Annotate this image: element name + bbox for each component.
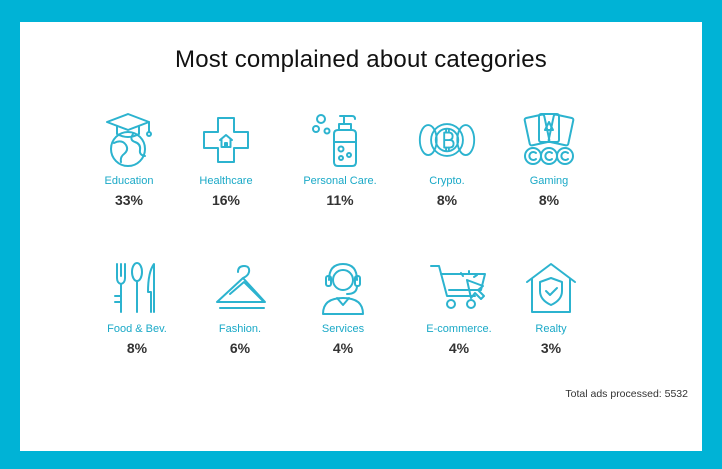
category-label: Healthcare	[199, 175, 253, 187]
category-food-bev: Food & Bev. 8%	[82, 258, 192, 356]
shopping-cart-icon	[430, 265, 486, 309]
category-fashion: Fashion. 6%	[185, 258, 295, 356]
category-label: E-commerce.	[426, 323, 492, 335]
category-label: Personal Care.	[303, 175, 377, 187]
category-crypto: Crypto. 8%	[392, 110, 502, 208]
category-label: Realty	[535, 323, 567, 335]
category-label: Food & Bev.	[107, 323, 167, 335]
house-shield-icon	[526, 263, 576, 313]
page-title: Most complained about categories	[175, 46, 547, 73]
category-personal-care: Personal Care. 11%	[285, 110, 395, 208]
category-gaming: Gaming 8%	[494, 110, 604, 208]
category-healthcare: Healthcare 16%	[171, 110, 281, 208]
category-percent: 8%	[538, 192, 560, 208]
category-percent: 33%	[114, 192, 144, 208]
cutlery-icon	[114, 262, 155, 313]
graduation-globe-icon	[106, 113, 152, 167]
category-services: Services 4%	[288, 258, 398, 356]
category-percent: 16%	[211, 192, 241, 208]
bitcoin-coins-icon	[418, 123, 476, 157]
medical-cross-icon	[203, 117, 249, 163]
category-label: Gaming	[529, 175, 569, 187]
category-percent: 6%	[229, 340, 251, 356]
soap-bottle-icon	[312, 114, 357, 167]
category-percent: 4%	[332, 340, 354, 356]
infographic-card: Most complained about categories Educati…	[20, 22, 702, 451]
category-percent: 8%	[436, 192, 458, 208]
cards-chips-icon	[523, 113, 575, 165]
category-label: Crypto.	[429, 175, 465, 187]
category-percent: 8%	[126, 340, 148, 356]
category-percent: 4%	[448, 340, 470, 356]
total-ads-processed: Total ads processed: 5532	[565, 388, 688, 400]
category-percent: 3%	[540, 340, 562, 356]
category-label: Fashion.	[218, 323, 262, 335]
category-education: Education 33%	[74, 110, 184, 208]
category-label: Education	[104, 175, 154, 187]
category-realty: Realty 3%	[496, 258, 606, 356]
category-label: Services	[321, 323, 365, 335]
hangers-icon	[216, 265, 266, 309]
category-percent: 11%	[326, 192, 354, 208]
headset-agent-icon	[322, 263, 364, 315]
category-e-commerce: E-commerce. 4%	[404, 258, 514, 356]
